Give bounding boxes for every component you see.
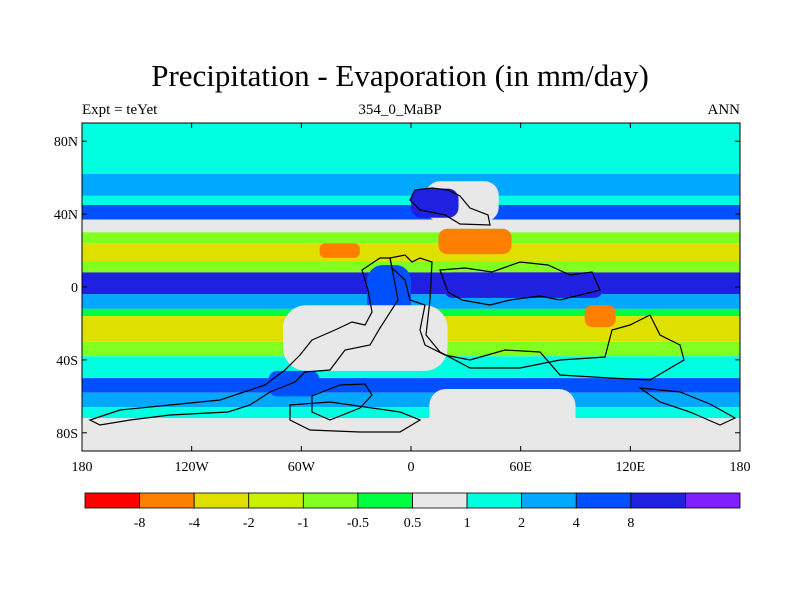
plot-area [82,123,740,451]
zonal-band-0 [82,123,740,175]
colorbar-label: 8 [627,516,634,531]
colorbar-swatch [466,492,523,509]
zonal-band-5 [82,232,740,244]
coastline-4 [439,261,601,306]
colorbar-swatch [193,492,250,509]
x-tick-label: 180 [72,460,93,475]
zonal-band-17 [82,418,740,451]
region-eastern-dry-cell [584,305,616,328]
zonal-band-3 [82,205,740,220]
colorbar-swatch [521,492,577,509]
colorbar-swatch [685,492,741,509]
experiment-label: Expt = teYet [82,102,158,118]
period-label: 354_0_MaBP [358,102,442,118]
region-pacific-dry-cell [319,243,360,258]
colorbar-swatch [302,492,359,509]
colorbar-label: 4 [573,516,580,531]
coastline-1 [88,257,399,426]
axis-layer: 180 120W 60W 0 60E 120E 180 80N 40N 0 40S 80S [54,123,751,475]
colorbar: -8 -4 -2 -1 -0.5 0.5 1 2 4 8 [84,492,741,531]
chart-title: Precipitation - Evaporation (in mm/day) [151,58,649,93]
region-east-equatorial-wet [443,272,603,298]
coastline-6 [637,387,737,426]
coastline-layer [88,187,737,433]
coastline-2 [311,383,373,421]
region-north-subtropical-dry [438,228,512,255]
region-southern-dry-land [429,389,576,437]
coastline-0 [389,254,685,381]
zonal-band-1 [82,174,740,196]
x-tick-label: 60W [288,460,316,475]
colorbar-swatch [575,492,632,509]
y-tick-label: 40S [56,354,78,369]
coastline-5 [289,401,422,433]
colorbar-label: -1 [297,516,309,531]
y-tick-label: 80S [56,427,78,442]
x-tick-label: 180 [730,460,751,475]
x-tick-label: 120E [616,460,646,475]
zonal-band-7 [82,261,740,273]
coastline-3 [409,187,491,226]
colorbar-swatch [248,492,304,509]
x-tick-label: 0 [408,460,415,475]
colorbar-label: -4 [188,516,200,531]
season-label: ANN [707,102,741,118]
zonal-band-16 [82,407,740,419]
region-central-dry-land [283,305,448,371]
colorbar-swatch [139,492,195,509]
y-tick-label: 0 [71,281,78,296]
region-southwest-wet-cell [268,370,320,397]
colorbar-label: -2 [243,516,255,531]
x-tick-label: 120W [175,460,210,475]
colorbar-swatch [630,492,686,509]
colorbar-swatch [357,492,413,509]
colorbar-swatch [412,492,468,509]
zonal-band-14 [82,378,740,393]
colorbar-label: 1 [464,516,471,531]
y-tick-label: 80N [54,135,78,150]
zonal-band-15 [82,392,740,408]
colorbar-label: 2 [518,516,525,531]
zonal-band-6 [82,243,740,262]
x-tick-label: 60E [509,460,532,475]
zonal-band-4 [82,219,740,233]
colorbar-label: -8 [134,516,146,531]
colorbar-label: 0.5 [404,516,422,531]
colorbar-swatch [84,492,140,509]
y-tick-label: 40N [54,208,78,223]
colorbar-label: -0.5 [347,516,369,531]
